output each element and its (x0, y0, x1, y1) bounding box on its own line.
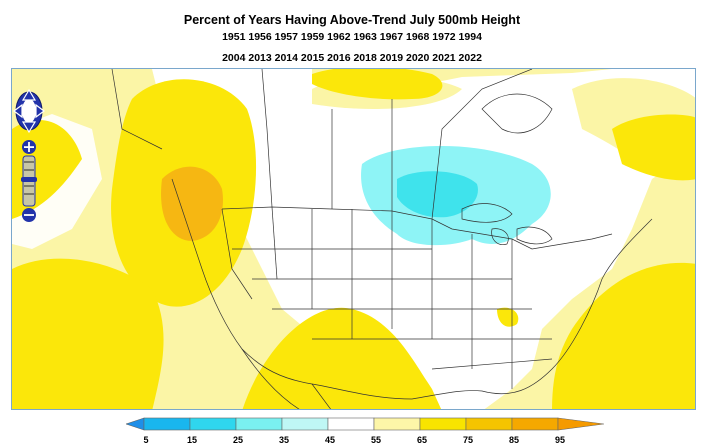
zoom-slider[interactable] (18, 139, 40, 223)
legend-swatch-85 (465, 417, 513, 431)
legend-tick: 85 (509, 435, 519, 445)
legend: 5 15 25 35 45 55 65 75 85 95 (125, 416, 605, 448)
legend-swatch-35 (235, 417, 283, 431)
yellow-north-band (312, 69, 443, 100)
legend-swatch-95 (557, 417, 605, 431)
pan-arrows-icon[interactable] (12, 88, 46, 134)
legend-tick: 65 (417, 435, 427, 445)
legend-tick: 95 (555, 435, 565, 445)
title-block: Percent of Years Having Above-Trend July… (0, 12, 704, 67)
legend-tick: 55 (371, 435, 381, 445)
legend-tick: 45 (325, 435, 335, 445)
orange-core (161, 166, 223, 241)
pan-control[interactable] (12, 88, 46, 134)
legend-swatch-5 (125, 417, 145, 431)
yellow-southwest-ocean (12, 258, 164, 409)
legend-swatch-15 (143, 417, 191, 431)
years-line-1: 1951 1956 1957 1959 1962 1963 1967 1968 … (222, 31, 482, 43)
yellow-atlantic (552, 262, 695, 409)
zoom-control[interactable] (18, 139, 40, 223)
legend-tick: 25 (233, 435, 243, 445)
legend-swatch-95a (511, 417, 559, 431)
legend-colorbar: 5 15 25 35 45 55 65 75 85 95 (125, 417, 605, 445)
legend-swatch-45 (281, 417, 329, 431)
yellow-south (242, 307, 442, 409)
map-title: Percent of Years Having Above-Trend July… (183, 13, 521, 27)
political-borders (111, 69, 653, 409)
map-viewport[interactable] (11, 68, 696, 410)
legend-swatch-75 (419, 417, 467, 431)
legend-tick: 15 (187, 435, 197, 445)
legend-tick: 5 (143, 435, 148, 445)
legend-swatch-55 (327, 417, 375, 431)
legend-tick: 75 (463, 435, 473, 445)
cyan-core (397, 171, 478, 218)
legend-swatch-65 (373, 417, 421, 431)
yellow-small-patch (497, 307, 519, 327)
legend-tick: 35 (279, 435, 289, 445)
years-line-2: 2004 2013 2014 2015 2016 2018 2019 2020 … (222, 52, 482, 64)
legend-swatch-25 (189, 417, 237, 431)
map-canvas (12, 69, 695, 409)
yellow-northeast (612, 114, 695, 181)
